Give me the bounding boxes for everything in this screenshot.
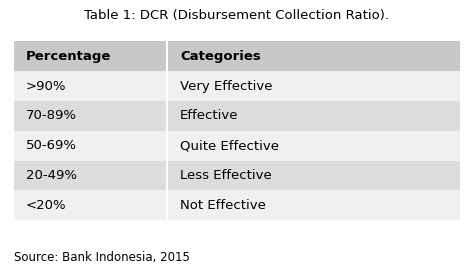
Bar [14, 161, 166, 190]
Text: 50-69%: 50-69% [26, 139, 77, 152]
Bar [168, 101, 460, 131]
Text: 20-49%: 20-49% [26, 169, 77, 182]
Bar [168, 161, 460, 190]
Text: Very Effective: Very Effective [180, 80, 273, 93]
Bar [14, 101, 166, 131]
Text: <20%: <20% [26, 199, 67, 212]
Bar [168, 41, 460, 71]
Text: Source: Bank Indonesia, 2015: Source: Bank Indonesia, 2015 [14, 251, 190, 264]
Bar [14, 41, 166, 71]
Text: Percentage: Percentage [26, 50, 111, 63]
Text: Categories: Categories [180, 50, 261, 63]
Text: Not Effective: Not Effective [180, 199, 266, 212]
Bar [14, 71, 166, 101]
Text: Less Effective: Less Effective [180, 169, 272, 182]
Text: Table 1: DCR (Disbursement Collection Ratio).: Table 1: DCR (Disbursement Collection Ra… [84, 9, 390, 22]
Text: Quite Effective: Quite Effective [180, 139, 279, 152]
Text: 70-89%: 70-89% [26, 109, 77, 123]
Bar [14, 190, 166, 220]
Bar [14, 131, 166, 161]
Bar [168, 131, 460, 161]
Text: >90%: >90% [26, 80, 66, 93]
Text: Effective: Effective [180, 109, 238, 123]
Bar [168, 71, 460, 101]
Bar [168, 190, 460, 220]
